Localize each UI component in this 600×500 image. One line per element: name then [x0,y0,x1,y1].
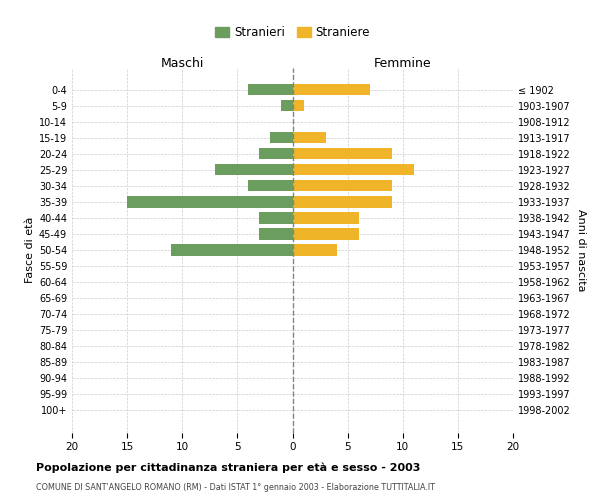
Text: Popolazione per cittadinanza straniera per età e sesso - 2003: Popolazione per cittadinanza straniera p… [36,462,421,473]
Bar [293,228,359,239]
Bar [259,148,293,160]
Bar [281,100,293,112]
Bar [127,196,293,207]
Bar [293,180,392,192]
Bar [259,212,293,224]
Bar [215,164,293,175]
Y-axis label: Fasce di età: Fasce di età [25,217,35,283]
Bar [248,180,293,192]
Bar [293,84,370,96]
Bar [293,132,326,143]
Bar [248,84,293,96]
Bar [171,244,293,256]
Bar [259,228,293,239]
Text: Maschi: Maschi [161,58,204,70]
Bar [293,212,359,224]
Bar [271,132,293,143]
Bar [293,164,414,175]
Bar [293,196,392,207]
Bar [293,100,304,112]
Text: Femmine: Femmine [374,58,431,70]
Y-axis label: Anni di nascita: Anni di nascita [576,209,586,291]
Legend: Stranieri, Straniere: Stranieri, Straniere [211,22,374,42]
Text: COMUNE DI SANT'ANGELO ROMANO (RM) - Dati ISTAT 1° gennaio 2003 - Elaborazione TU: COMUNE DI SANT'ANGELO ROMANO (RM) - Dati… [36,484,435,492]
Bar [293,244,337,256]
Bar [293,148,392,160]
